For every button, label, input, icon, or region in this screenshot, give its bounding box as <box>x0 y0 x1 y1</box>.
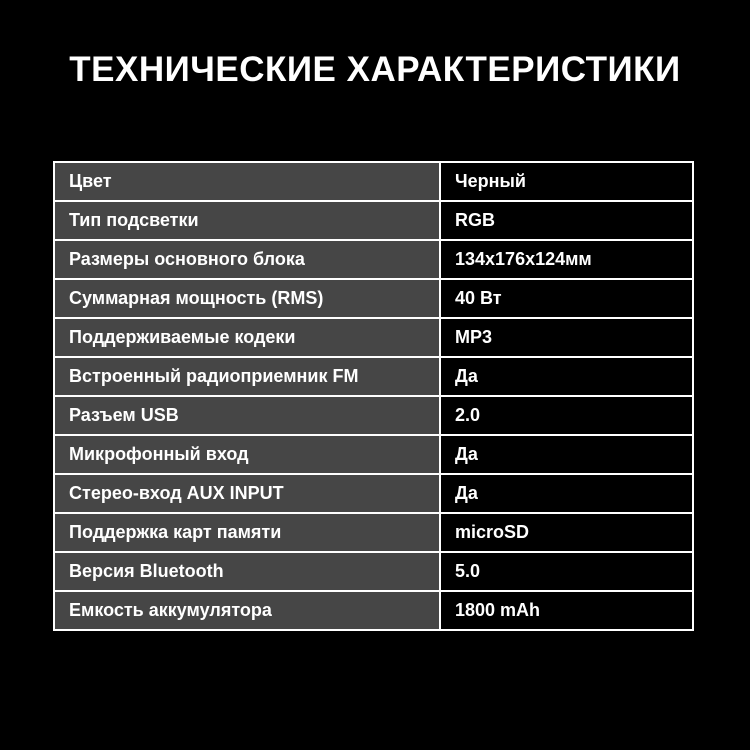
spec-label: Тип подсветки <box>53 200 441 241</box>
spec-value: 2.0 <box>439 395 694 436</box>
spec-value: Да <box>439 434 694 475</box>
spec-value: 1800 mAh <box>439 590 694 631</box>
spec-label: Поддерживаемые кодеки <box>53 317 441 358</box>
spec-value: Да <box>439 473 694 514</box>
spec-label: Стерео-вход AUX INPUT <box>53 473 441 514</box>
spec-row: Версия Bluetooth 5.0 <box>53 551 694 592</box>
spec-label: Версия Bluetooth <box>53 551 441 592</box>
spec-label: Цвет <box>53 161 441 202</box>
spec-row: Поддержка карт памяти microSD <box>53 512 694 553</box>
spec-row: Емкость аккумулятора 1800 mAh <box>53 590 694 631</box>
spec-value: Черный <box>439 161 694 202</box>
spec-label: Встроенный радиоприемник FM <box>53 356 441 397</box>
spec-label: Разъем USB <box>53 395 441 436</box>
spec-value: 5.0 <box>439 551 694 592</box>
spec-label: Суммарная мощность (RMS) <box>53 278 441 319</box>
spec-row: Размеры основного блока 134x176x124мм <box>53 239 694 280</box>
spec-row: Разъем USB 2.0 <box>53 395 694 436</box>
spec-label: Поддержка карт памяти <box>53 512 441 553</box>
spec-row: Стерео-вход AUX INPUT Да <box>53 473 694 514</box>
spec-row: Микрофонный вход Да <box>53 434 694 475</box>
spec-label: Размеры основного блока <box>53 239 441 280</box>
spec-value: 134x176x124мм <box>439 239 694 280</box>
spec-row: Тип подсветки RGB <box>53 200 694 241</box>
spec-row: Встроенный радиоприемник FM Да <box>53 356 694 397</box>
specs-table: Цвет Черный Тип подсветки RGB Размеры основн… <box>53 161 694 631</box>
spec-row: Суммарная мощность (RMS) 40 Вт <box>53 278 694 319</box>
spec-value: 40 Вт <box>439 278 694 319</box>
page-title: ТЕХНИЧЕСКИЕ ХАРАКТЕРИСТИКИ <box>69 50 681 89</box>
spec-value: RGB <box>439 200 694 241</box>
spec-row: Цвет Черный <box>53 161 694 202</box>
spec-label: Емкость аккумулятора <box>53 590 441 631</box>
spec-value: microSD <box>439 512 694 553</box>
spec-row: Поддерживаемые кодеки MP3 <box>53 317 694 358</box>
spec-value: MP3 <box>439 317 694 358</box>
spec-label: Микрофонный вход <box>53 434 441 475</box>
spec-value: Да <box>439 356 694 397</box>
